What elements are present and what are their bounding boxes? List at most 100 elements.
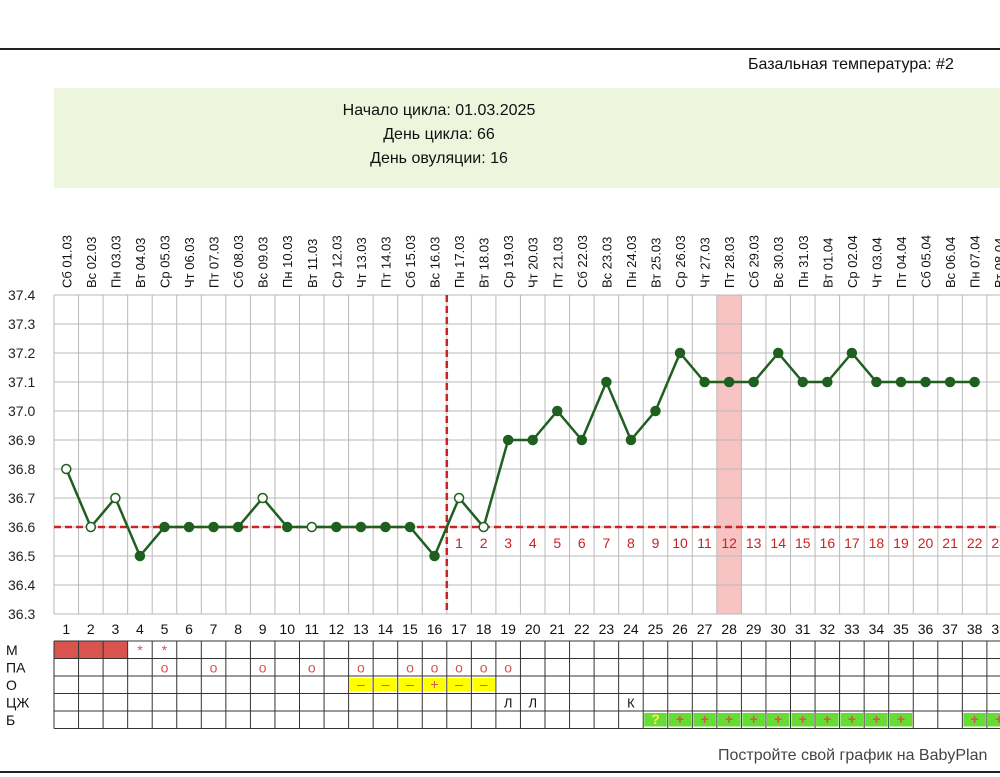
opk-mark: – <box>382 676 390 692</box>
date-label: Ср 02.04 <box>845 235 860 288</box>
date-label: Пн 10.03 <box>280 235 295 288</box>
day-number: 34 <box>869 621 885 637</box>
temperature-point <box>772 347 784 359</box>
luteal-day-label: 18 <box>869 535 885 551</box>
day-number: 4 <box>136 621 144 637</box>
day-number: 27 <box>697 621 713 637</box>
date-label: Вс 23.03 <box>599 237 614 288</box>
row-label: Б <box>6 712 15 728</box>
temperature-point <box>404 521 416 533</box>
row-label: М <box>6 642 18 658</box>
temperature-point <box>453 492 465 504</box>
day-number: 23 <box>599 621 615 637</box>
temperature-point <box>527 434 538 446</box>
date-label: Пт 14.03 <box>378 237 393 288</box>
highlight-day-band <box>716 295 742 614</box>
row-mark: о <box>406 660 414 676</box>
y-tick-label: 36.3 <box>8 606 35 622</box>
menstruation-cell <box>78 641 104 659</box>
date-label: Ср 19.03 <box>501 235 516 288</box>
date-label: Чт 13.03 <box>354 237 369 288</box>
luteal-day-label: 13 <box>746 535 762 551</box>
date-label: Вт 25.03 <box>648 238 663 288</box>
y-tick-label: 37.1 <box>8 374 35 390</box>
temperature-point <box>306 521 318 533</box>
day-number: 8 <box>234 621 242 637</box>
luteal-day-label: 19 <box>893 535 909 551</box>
mucus-mark: Л <box>528 696 537 711</box>
luteal-day-label: 14 <box>770 535 786 551</box>
y-tick-label: 37.0 <box>8 403 35 419</box>
y-tick-label: 37.3 <box>8 316 35 332</box>
row-mark: о <box>357 660 365 676</box>
day-number: 5 <box>161 621 169 637</box>
pregnancy-test-cell <box>840 713 864 727</box>
temperature-point <box>355 521 367 533</box>
pregnancy-test-cell <box>766 713 790 727</box>
pregnancy-test-mark: ? <box>651 711 660 727</box>
day-number: 21 <box>549 621 565 637</box>
pregnancy-test-mark: + <box>676 711 684 727</box>
footer-link-text[interactable]: Постройте свой график на BabyPlan <box>718 747 988 764</box>
temperature-point <box>797 376 809 388</box>
temperature-point <box>257 492 268 504</box>
row-label: ПА <box>6 660 26 676</box>
pregnancy-test-cell <box>644 713 667 727</box>
top-rule <box>0 48 1000 50</box>
temperature-point <box>723 376 735 388</box>
menstruation-cell <box>54 641 79 659</box>
day-number: 1 <box>62 621 70 637</box>
date-label: Сб 22.03 <box>575 235 590 288</box>
day-number: 18 <box>476 621 492 637</box>
opk-mark: + <box>430 676 438 692</box>
date-label: Сб 29.03 <box>747 235 762 288</box>
pregnancy-test-mark: + <box>823 711 831 727</box>
day-number: 17 <box>451 621 467 637</box>
temperature-point <box>969 376 980 388</box>
row-mark: о <box>210 660 218 676</box>
date-label: Сб 15.03 <box>403 235 418 288</box>
date-label: Ср 12.03 <box>329 235 344 288</box>
day-number: 19 <box>500 621 516 637</box>
opk-mark: – <box>480 676 488 692</box>
y-tick-label: 36.7 <box>8 490 35 506</box>
date-label: Вт 01.04 <box>820 238 835 288</box>
y-tick-label: 36.8 <box>8 461 35 477</box>
temperature-point <box>895 376 907 388</box>
y-tick-label: 36.5 <box>8 548 35 564</box>
temperature-point <box>699 376 710 388</box>
date-label: Вт 18.03 <box>477 238 492 288</box>
pregnancy-test-cell <box>717 713 741 727</box>
day-number: 3 <box>111 621 119 637</box>
cycle-start-text: Начало цикла: 01.03.2025 <box>342 102 536 119</box>
day-number: 36 <box>918 621 934 637</box>
luteal-day-label: 15 <box>795 535 811 551</box>
row-mark: о <box>161 660 169 676</box>
row-label: О <box>6 677 17 693</box>
day-number: 29 <box>746 621 762 637</box>
day-number: 12 <box>329 621 345 637</box>
cycle-info-box: Начало цикла: 01.03.2025 День цикла: 66 … <box>54 88 1000 188</box>
opk-cell <box>423 678 446 692</box>
day-number: 10 <box>279 621 295 637</box>
temperature-point <box>822 376 833 388</box>
temperature-point <box>576 434 588 446</box>
pregnancy-test-mark: + <box>700 711 708 727</box>
temperature-point <box>134 550 146 562</box>
day-number: 11 <box>305 621 320 637</box>
temperature-point <box>748 376 759 388</box>
luteal-day-label: 10 <box>672 535 688 551</box>
luteal-day-label: 6 <box>578 535 586 551</box>
pregnancy-test-cell <box>865 713 888 727</box>
opk-cell <box>349 678 373 692</box>
date-label: Вс 16.03 <box>428 237 443 288</box>
temperature-point <box>429 550 440 562</box>
pregnancy-test-cell <box>889 713 913 727</box>
luteal-day-label: 22 <box>967 535 983 551</box>
pregnancy-test-mark: + <box>848 711 856 727</box>
date-label: Пт 21.03 <box>550 237 565 288</box>
row-mark: о <box>431 660 439 676</box>
temperature-point <box>159 521 170 533</box>
temperature-point <box>601 376 612 388</box>
luteal-day-label: 23 <box>991 535 1000 551</box>
